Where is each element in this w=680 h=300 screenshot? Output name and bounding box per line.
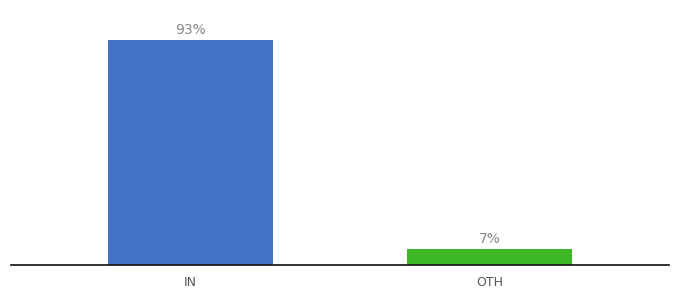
Bar [108, 40, 273, 266]
Text: 93%: 93% [175, 23, 206, 37]
Text: 7%: 7% [479, 232, 500, 246]
Bar [407, 248, 572, 266]
